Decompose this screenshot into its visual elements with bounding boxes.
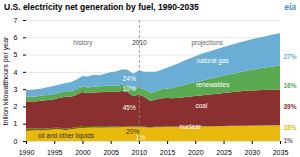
svg-text:2005: 2005	[103, 149, 119, 156]
svg-text:2035: 2035	[273, 149, 289, 156]
svg-text:coal: coal	[196, 102, 208, 109]
svg-text:2000: 2000	[75, 149, 91, 156]
svg-text:7: 7	[14, 17, 18, 24]
svg-text:natural gas: natural gas	[197, 57, 230, 65]
svg-text:oil and other liquids: oil and other liquids	[38, 132, 95, 140]
html-text:U.S. electricity net generatio: U.S. electricity net generation by fuel,…	[4, 2, 199, 12]
svg-text:1: 1	[14, 120, 18, 127]
svg-text:4: 4	[14, 69, 18, 76]
svg-text:1%: 1%	[136, 134, 146, 141]
svg-text:1%: 1%	[284, 137, 294, 144]
svg-text:0: 0	[14, 138, 18, 145]
svg-text:2025: 2025	[216, 149, 232, 156]
svg-text:nuclear: nuclear	[180, 123, 202, 130]
html-text:eia: eia	[284, 2, 296, 12]
svg-text:2: 2	[14, 103, 18, 110]
svg-text:16%: 16%	[284, 82, 297, 89]
svg-text:renewables: renewables	[196, 81, 230, 88]
svg-text:39%: 39%	[284, 103, 297, 110]
svg-text:18%: 18%	[284, 124, 297, 131]
svg-text:2030: 2030	[244, 149, 260, 156]
svg-text:45%: 45%	[123, 104, 136, 111]
svg-text:24%: 24%	[123, 75, 136, 82]
svg-text:2010: 2010	[132, 39, 147, 46]
svg-text:5: 5	[14, 51, 18, 58]
svg-text:projections: projections	[191, 39, 223, 47]
svg-text:10%: 10%	[123, 85, 136, 92]
svg-text:2015: 2015	[160, 149, 176, 156]
svg-text:history: history	[73, 39, 93, 47]
svg-text:27%: 27%	[284, 53, 297, 60]
svg-text:3: 3	[14, 86, 18, 93]
svg-text:2010: 2010	[132, 149, 148, 156]
svg-text:2020: 2020	[188, 149, 204, 156]
svg-text:1990: 1990	[19, 149, 35, 156]
svg-text:6: 6	[14, 34, 18, 41]
svg-text:trillion kilowatthours per yea: trillion kilowatthours per year	[2, 36, 10, 125]
svg-text:1995: 1995	[47, 149, 63, 156]
svg-text:20%: 20%	[126, 127, 140, 135]
